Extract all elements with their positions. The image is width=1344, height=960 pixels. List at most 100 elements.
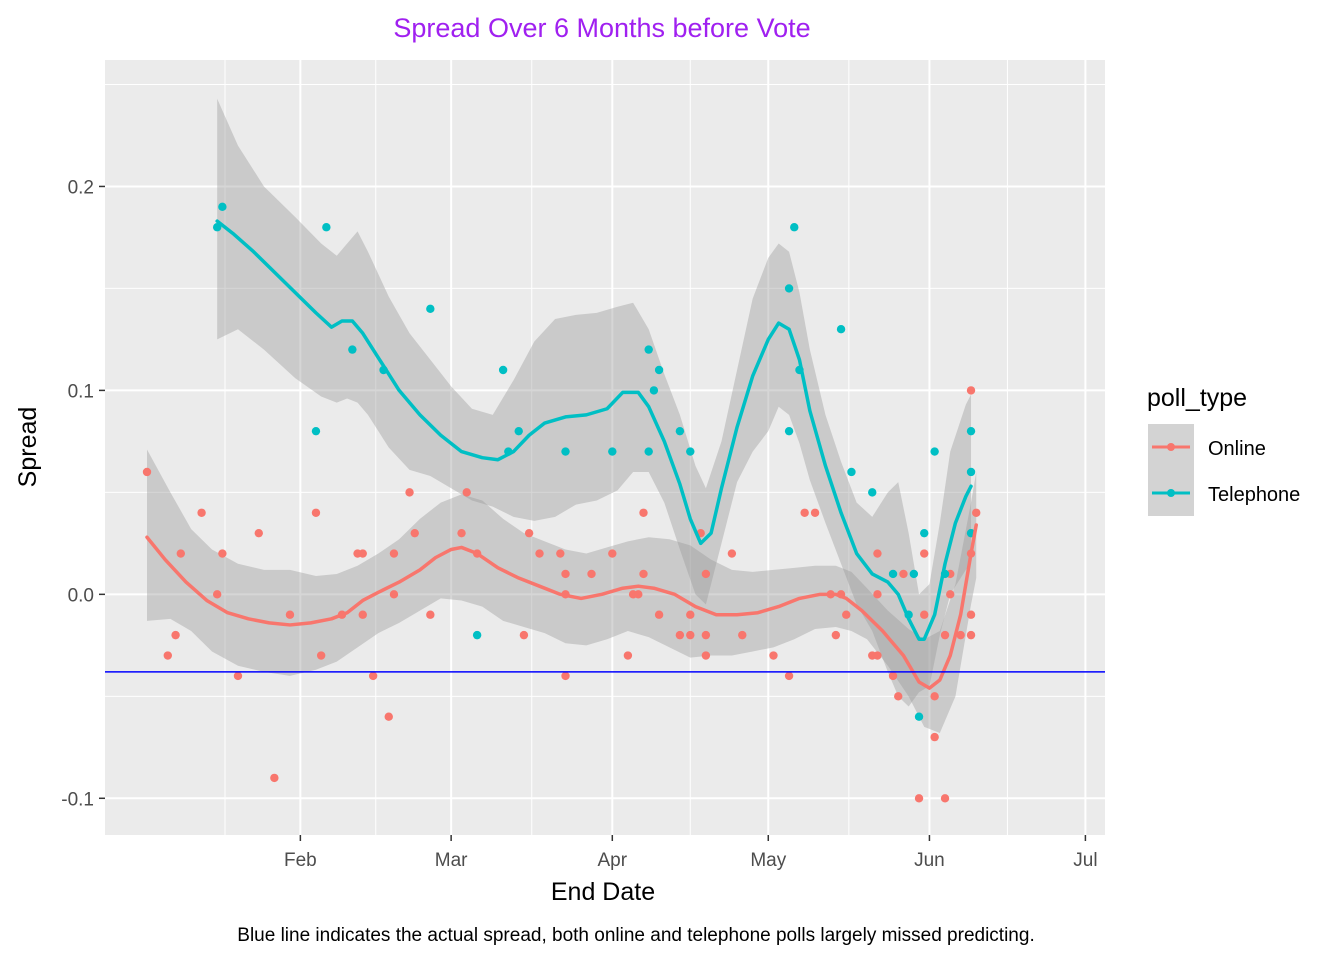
legend-item-online: Online <box>1148 424 1266 470</box>
point-telephone <box>561 447 570 456</box>
x-tick-label: Jun <box>914 850 945 871</box>
point-telephone <box>649 386 659 395</box>
point-telephone <box>930 447 939 456</box>
legend-item-telephone: Telephone <box>1148 470 1300 516</box>
point-online <box>800 508 809 517</box>
grid-major <box>105 60 1105 835</box>
point-online <box>738 630 747 640</box>
point-online <box>914 794 924 803</box>
point-online <box>899 569 908 579</box>
point-online <box>920 549 929 558</box>
point-online <box>930 692 939 701</box>
point-online <box>163 651 172 660</box>
point-telephone <box>654 365 664 375</box>
point-online <box>888 671 898 681</box>
legend-point-online <box>1167 443 1175 451</box>
legend-label-telephone: Telephone <box>1208 484 1300 506</box>
point-online <box>233 671 243 681</box>
point-telephone <box>790 223 799 232</box>
point-online <box>608 549 617 558</box>
confidence-bands <box>147 98 977 734</box>
point-online <box>784 671 794 681</box>
x-tick-label: Mar <box>435 850 468 871</box>
point-online <box>384 712 393 721</box>
point-telephone <box>836 325 846 334</box>
point-online <box>634 590 643 599</box>
point-online <box>654 610 664 619</box>
point-online <box>270 773 279 783</box>
point-online <box>218 549 227 558</box>
x-axis: Feb Mar Apr May Jun Jul <box>284 835 1098 871</box>
point-online <box>358 610 367 619</box>
point-telephone <box>914 712 924 721</box>
point-online <box>316 651 326 660</box>
point-telephone <box>498 365 508 375</box>
x-tick-label: Apr <box>598 850 628 871</box>
point-online <box>686 610 695 619</box>
point-online <box>966 386 976 395</box>
point-telephone <box>920 528 929 538</box>
point-online <box>920 610 929 619</box>
y-axis: -0.1 0.0 0.1 0.2 <box>61 177 105 810</box>
point-online <box>405 488 414 497</box>
point-online <box>940 630 950 640</box>
point-online <box>956 630 965 640</box>
point-online <box>701 569 711 579</box>
smooth-line-telephone <box>215 219 973 641</box>
point-telephone <box>472 630 482 640</box>
point-telephone <box>888 569 898 579</box>
smooth-lines <box>145 219 978 690</box>
point-online <box>358 549 367 558</box>
point-online <box>940 794 950 803</box>
point-online <box>675 630 685 640</box>
point-online <box>930 732 939 742</box>
legend-point-telephone <box>1167 489 1175 497</box>
y-tick-label: -0.1 <box>61 789 94 810</box>
point-telephone <box>322 223 331 232</box>
point-online <box>171 630 180 640</box>
point-online <box>686 630 695 640</box>
point-online <box>810 508 820 517</box>
point-online <box>769 651 778 660</box>
point-telephone <box>966 467 976 477</box>
legend-title: poll_type <box>1147 384 1247 412</box>
point-online <box>873 651 882 660</box>
x-tick-label: Jul <box>1073 850 1097 871</box>
point-online <box>457 528 466 538</box>
y-tick-label: 0.2 <box>68 177 94 198</box>
point-telephone <box>686 447 695 456</box>
point-online <box>639 508 648 517</box>
point-online <box>727 549 737 558</box>
point-online <box>176 549 185 558</box>
point-telephone <box>847 467 856 477</box>
point-online <box>972 508 981 517</box>
caption: Blue line indicates the actual spread, b… <box>237 925 1034 946</box>
point-telephone <box>514 426 523 436</box>
point-online <box>842 610 851 619</box>
point-online <box>587 569 596 579</box>
point-online <box>873 590 882 599</box>
point-telephone <box>218 202 227 212</box>
point-online <box>142 467 152 477</box>
point-online <box>894 692 903 701</box>
point-telephone <box>608 447 617 456</box>
point-online <box>831 630 841 640</box>
point-telephone <box>348 345 357 354</box>
point-telephone <box>644 345 653 354</box>
chart-title: Spread Over 6 Months before Vote <box>393 13 810 43</box>
grid-minor <box>105 60 1105 835</box>
point-online <box>556 549 565 558</box>
point-online <box>426 610 435 619</box>
point-online <box>701 630 711 640</box>
point-online <box>254 528 263 538</box>
point-online <box>535 549 544 558</box>
point-online <box>389 549 399 558</box>
point-telephone <box>644 447 653 456</box>
point-online <box>701 651 711 660</box>
point-telephone <box>426 304 435 314</box>
point-online <box>561 671 570 681</box>
point-online <box>285 610 295 619</box>
point-online <box>519 630 529 640</box>
